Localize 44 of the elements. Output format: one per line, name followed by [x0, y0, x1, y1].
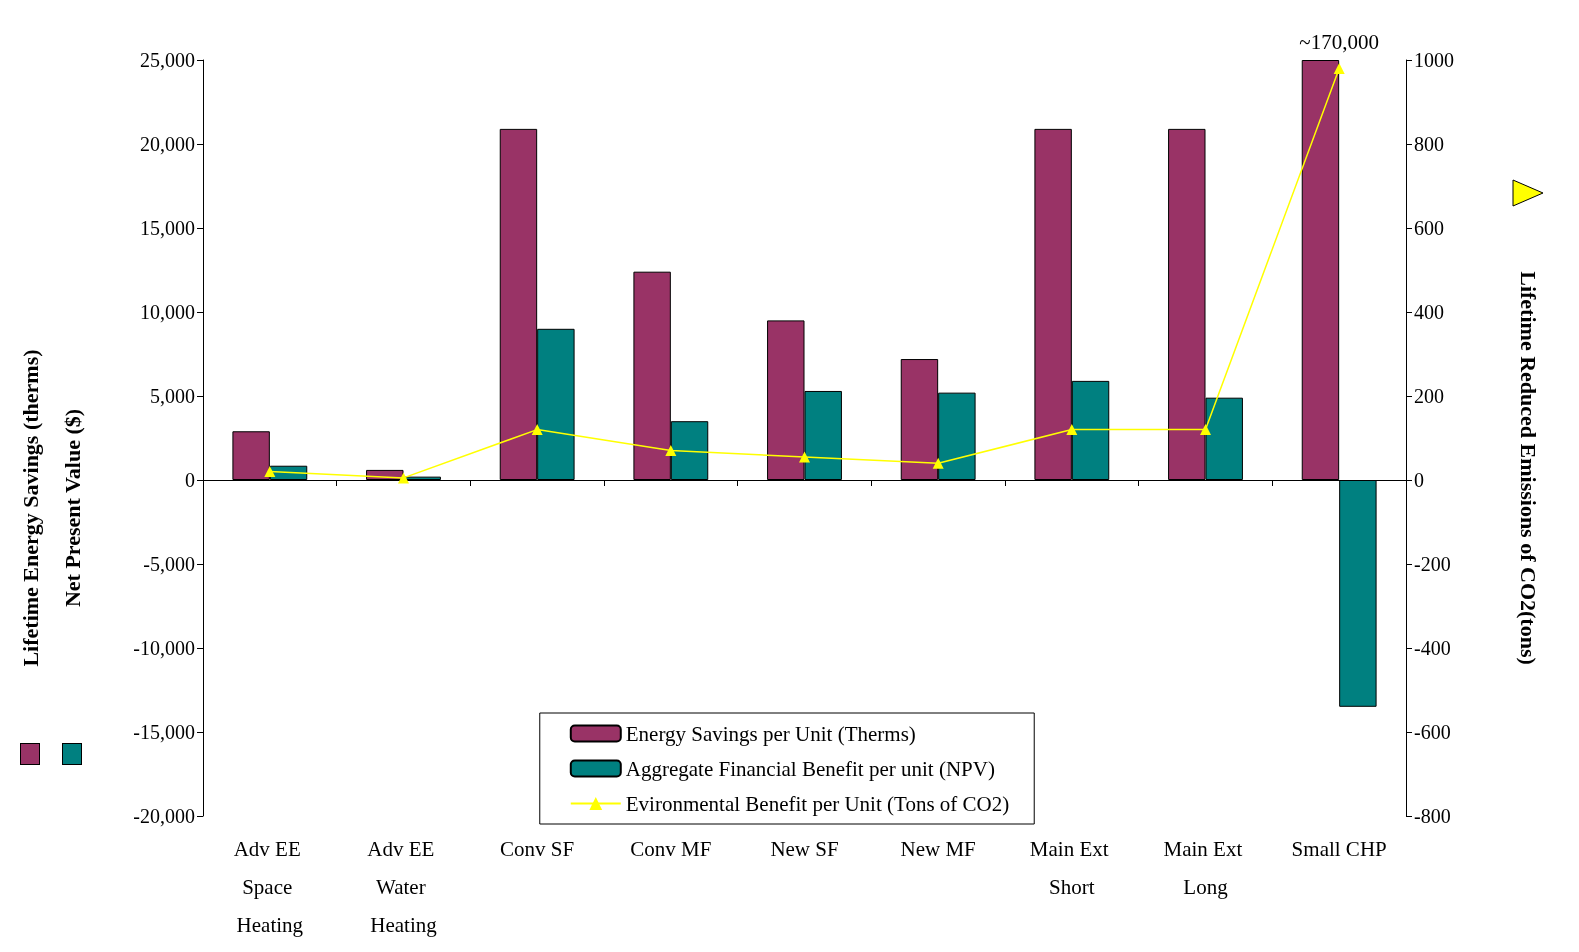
y-tick-label: 0: [185, 469, 195, 491]
y2-tick-label: 600: [1414, 217, 1444, 239]
point: [264, 466, 276, 478]
x-tick-label: New SF: [770, 837, 839, 861]
x-tick-label: Conv MF: [630, 837, 712, 861]
legend-label: Aggregate Financial Benefit per unit (NPV): [625, 756, 995, 781]
point: [1333, 62, 1345, 74]
y-tick-label: -20,000: [133, 805, 195, 827]
y2-tick-label: -400: [1414, 637, 1451, 659]
point: [932, 457, 944, 469]
annotation: ~170,000: [1299, 29, 1379, 54]
x-tick-label: Main Ext Long: [1163, 837, 1248, 899]
point: [1066, 424, 1078, 436]
y2-tick-label: -200: [1414, 553, 1451, 575]
y-tick-label: 5,000: [150, 385, 195, 407]
y2-tick-label: 1000: [1414, 49, 1454, 71]
x-tick-label: Adv EE Space Heating: [233, 837, 306, 937]
legend-label: Evironmental Benefit per Unit (Tons of CO2): [625, 791, 1010, 816]
x-tick-label: Main Ext Short: [1029, 837, 1114, 899]
y-tick-label: 10,000: [140, 301, 195, 323]
y-tick-label: -5,000: [143, 553, 195, 575]
y2-tick-label: -800: [1414, 805, 1451, 827]
y2-tick-label: 200: [1414, 385, 1444, 407]
x-tick-label: Conv SF: [500, 837, 575, 861]
y2-axis-title: Lifetime Reduced Emissions of CO2(tons): [1515, 271, 1541, 665]
y-tick-label: 15,000: [140, 217, 195, 239]
y2-tick-label: -600: [1414, 721, 1451, 743]
y-tick-label: -10,000: [133, 637, 195, 659]
point: [398, 472, 409, 484]
legend-label: Energy Savings per Unit (Therms): [625, 721, 916, 746]
point: [1200, 424, 1211, 436]
point: [531, 424, 543, 436]
y-tick-label: 20,000: [140, 133, 195, 155]
y2-tick-label: 0: [1414, 469, 1424, 491]
y-tick-label: 25,000: [140, 49, 195, 71]
point: [799, 451, 810, 463]
x-tick-label: New MF: [900, 837, 976, 861]
x-tick-label: Adv EE Water Heating: [367, 837, 440, 937]
y2-tick-label: 800: [1414, 133, 1444, 155]
y2-tick-label: 400: [1414, 301, 1444, 323]
point: [665, 445, 677, 457]
y-axis-title: Lifetime Energy Savings (therms) Net Present Value ($): [17, 349, 85, 667]
y-tick-label: -15,000: [133, 721, 195, 743]
x-tick-label: Small CHP: [1291, 837, 1387, 861]
